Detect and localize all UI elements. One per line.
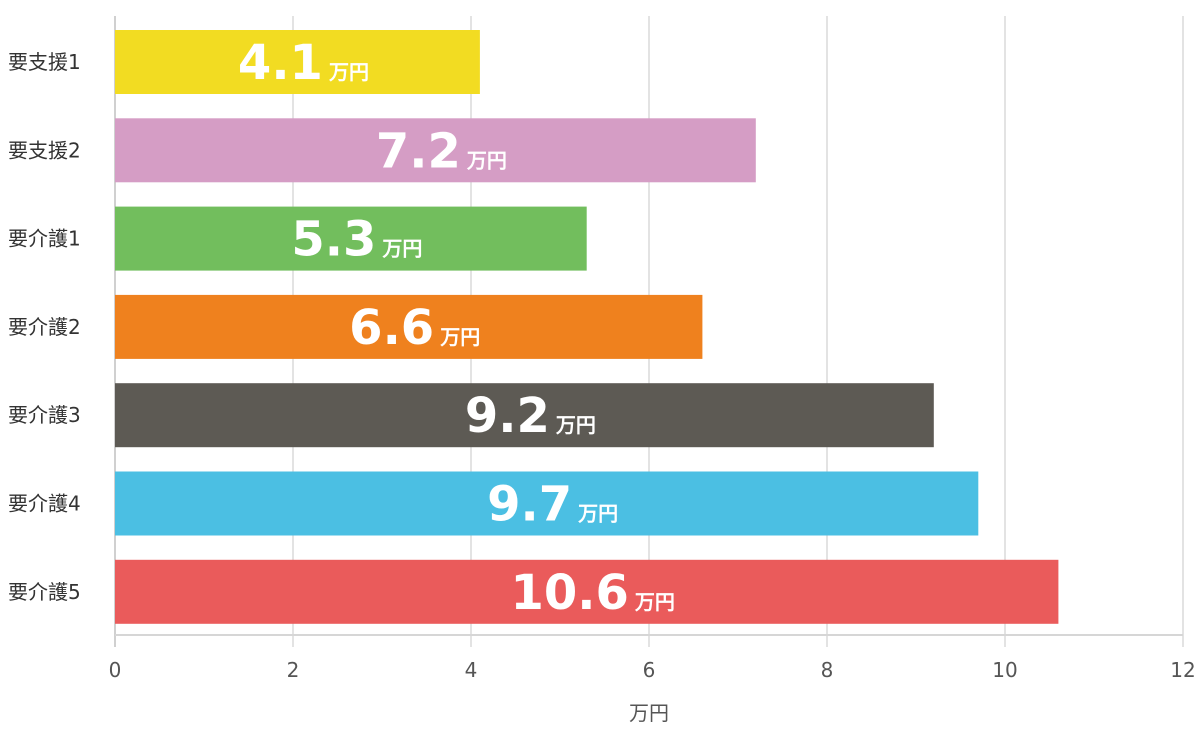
data-label: 9.2 万円 <box>465 388 596 444</box>
data-label: 6.6 万円 <box>349 300 480 356</box>
x-tick-label: 4 <box>465 658 478 682</box>
bar <box>115 118 756 183</box>
bar <box>115 294 703 359</box>
data-label: 5.3 万円 <box>291 212 422 268</box>
category-label: 要介護1 <box>8 227 81 251</box>
data-label-unit: 万円 <box>466 148 507 172</box>
data-label-value: 4.1 <box>238 35 323 91</box>
data-label-unit: 万円 <box>328 60 369 84</box>
bar <box>115 471 979 536</box>
category-label: 要介護4 <box>8 492 81 516</box>
category-labels: 要支援1 要支援2 要介護1 要介護2 要介護3 要介護4 要介護5 <box>8 50 81 604</box>
x-tick-label: 10 <box>992 658 1017 682</box>
data-label-unit: 万円 <box>577 502 618 526</box>
data-label: 7.2 万円 <box>376 123 507 179</box>
bar <box>115 30 480 94</box>
x-axis: 0 2 4 6 8 10 12 <box>109 634 1196 682</box>
category-label: 要支援2 <box>8 138 81 162</box>
x-tick-label: 6 <box>643 658 656 682</box>
category-label: 要介護3 <box>8 403 81 427</box>
x-tick-label: 12 <box>1170 658 1195 682</box>
data-label-unit: 万円 <box>555 413 596 437</box>
data-label: 10.6 万円 <box>510 565 674 621</box>
x-tick-label: 8 <box>821 658 834 682</box>
bar <box>115 383 934 448</box>
data-label-unit: 万円 <box>381 237 422 261</box>
category-label: 要介護5 <box>8 580 81 604</box>
data-label-value: 10.6 <box>510 565 628 621</box>
data-label-value: 9.2 <box>465 388 550 444</box>
data-label-value: 9.7 <box>487 477 572 533</box>
data-label: 4.1 万円 <box>238 35 369 91</box>
data-label-value: 7.2 <box>376 123 461 179</box>
data-label-value: 6.6 <box>349 300 434 356</box>
category-label: 要支援1 <box>8 50 81 74</box>
data-label-unit: 万円 <box>634 590 675 614</box>
bar <box>115 206 587 271</box>
data-label: 9.7 万円 <box>487 477 618 533</box>
data-label-unit: 万円 <box>439 325 480 349</box>
bar <box>115 559 1059 624</box>
x-axis-title: 万円 <box>629 701 669 725</box>
x-tick-label: 2 <box>287 658 300 682</box>
x-tick-label: 0 <box>109 658 122 682</box>
category-label: 要介護2 <box>8 315 81 339</box>
data-label-value: 5.3 <box>291 212 376 268</box>
